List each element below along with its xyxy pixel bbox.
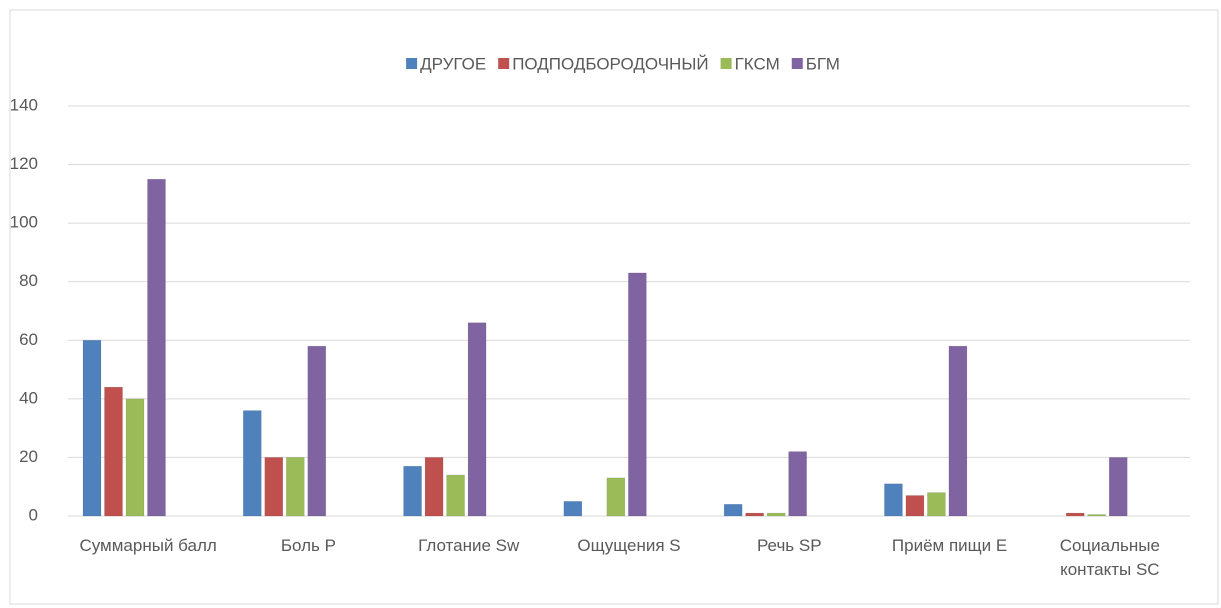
bar: [446, 474, 465, 517]
y-tick-label: 100: [10, 213, 38, 232]
y-tick-label: 0: [29, 505, 38, 524]
bar: [948, 345, 968, 517]
x-tick-label: Приём пищи E: [891, 536, 1008, 555]
bar: [606, 477, 626, 517]
bar: [82, 340, 102, 517]
x-tick-label: Глотание Sw: [418, 536, 520, 555]
bar: [286, 457, 305, 517]
x-tick-label: Социальные контакты SC: [1059, 536, 1160, 579]
y-tick-label: 120: [10, 154, 38, 173]
x-tick-label: Боль P: [280, 536, 336, 555]
bar: [104, 386, 123, 517]
y-tick-label: 40: [19, 388, 38, 407]
legend-label: ПОДПОДБОРОДОЧНЫЙ: [512, 54, 708, 73]
chart-frame: [9, 9, 1219, 605]
bar: [243, 410, 262, 517]
legend-label: ГКСМ: [735, 54, 780, 73]
bar: [403, 465, 422, 517]
bar: [788, 451, 807, 517]
y-tick-label: 60: [19, 330, 38, 349]
bar: [745, 512, 764, 517]
bar: [147, 178, 166, 517]
legend-swatch: [720, 58, 732, 69]
legend-swatch: [498, 58, 510, 69]
y-tick-label: 80: [19, 271, 38, 290]
bar: [1087, 514, 1106, 517]
y-tick-label: 20: [19, 447, 38, 466]
x-tick-label: Суммарный балл: [79, 536, 217, 555]
x-tick-label: Речь SP: [756, 536, 822, 555]
bar: [927, 492, 946, 517]
bar: [563, 501, 583, 517]
bar: [766, 512, 786, 517]
bar: [264, 457, 284, 517]
legend-swatch: [406, 58, 418, 69]
x-tick-label: Ощущения S: [577, 536, 681, 555]
bar: [905, 495, 925, 517]
bar: [125, 398, 145, 517]
legend-swatch: [791, 58, 803, 69]
legend-label: БГМ: [806, 54, 840, 73]
bar: [1065, 512, 1085, 517]
bar: [307, 345, 327, 517]
bar: [884, 483, 903, 517]
bar: [467, 322, 487, 517]
bar: [628, 272, 647, 517]
legend-label: ДРУГОЕ: [420, 54, 486, 73]
bar: [424, 457, 444, 517]
y-tick-label: 140: [10, 95, 38, 114]
bar: [723, 504, 743, 517]
bar: [1108, 457, 1128, 517]
